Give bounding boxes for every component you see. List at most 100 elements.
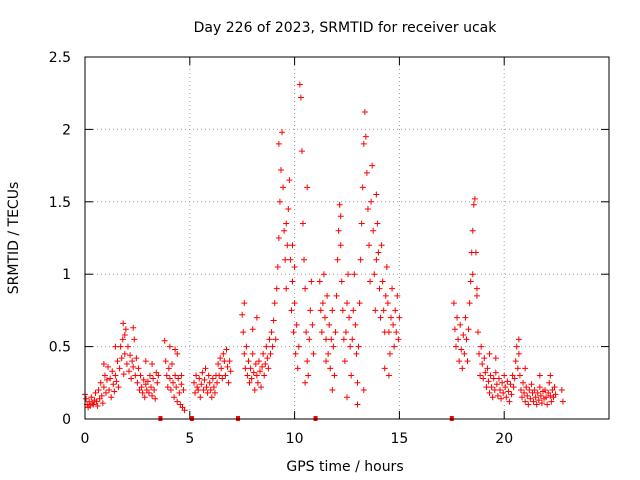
data-point: [372, 307, 379, 314]
data-point: [211, 389, 218, 396]
data-point: [285, 206, 292, 213]
data-point: [478, 343, 485, 350]
data-point: [140, 376, 147, 383]
data-point: [514, 365, 521, 372]
data-point: [105, 363, 112, 370]
data-point: [131, 336, 138, 343]
data-point: [542, 387, 549, 394]
data-point: [252, 360, 259, 367]
data-point: [497, 387, 504, 394]
data-point: [537, 392, 544, 399]
x-tick-label: 15: [390, 431, 408, 447]
data-point: [180, 387, 187, 394]
data-point: [121, 332, 128, 339]
data-point: [112, 372, 119, 379]
data-point: [132, 372, 139, 379]
data-point: [375, 249, 382, 256]
data-point: [459, 365, 466, 372]
data-point: [491, 387, 498, 394]
data-point: [225, 379, 232, 386]
data-point: [174, 350, 181, 357]
data-point: [220, 350, 227, 357]
data-point: [552, 391, 559, 398]
data-point: [112, 343, 119, 350]
data-point: [522, 398, 529, 405]
data-point: [458, 346, 465, 353]
data-point: [318, 329, 325, 336]
data-point: [115, 384, 122, 391]
grid: [85, 57, 609, 419]
data-point: [205, 372, 212, 379]
data-point: [386, 350, 393, 357]
data-point: [502, 384, 509, 391]
data-point: [360, 387, 367, 394]
data-point: [384, 300, 391, 307]
data-point: [383, 263, 390, 270]
data-point: [280, 184, 287, 191]
data-point: [493, 381, 500, 388]
data-point: [472, 249, 479, 256]
data-point: [373, 256, 380, 263]
data-point: [161, 337, 168, 344]
data-point: [360, 140, 367, 147]
data-point: [207, 387, 214, 394]
data-point: [535, 397, 542, 404]
data-point: [490, 375, 497, 382]
data-point: [109, 368, 116, 375]
data-point: [501, 372, 508, 379]
data-point: [273, 285, 280, 292]
data-point: [178, 381, 185, 388]
data-point: [469, 271, 476, 278]
data-point: [374, 220, 381, 227]
data-point: [108, 394, 115, 401]
data-point: [289, 278, 296, 285]
data-point: [145, 389, 152, 396]
data-point: [107, 375, 114, 382]
data-point: [495, 375, 502, 382]
data-point: [222, 372, 229, 379]
data-point: [130, 363, 137, 370]
data-point: [350, 307, 357, 314]
data-point: [137, 372, 144, 379]
data-point: [102, 389, 109, 396]
data-point: [304, 184, 311, 191]
data-point: [344, 300, 350, 307]
data-point: [380, 307, 387, 314]
data-point: [492, 355, 499, 362]
data-point: [327, 365, 334, 372]
data-point: [259, 363, 266, 370]
data-point: [511, 375, 518, 382]
data-point: [253, 372, 260, 379]
data-point: [500, 389, 507, 396]
data-point: [363, 169, 370, 176]
y-tick-label: 1: [62, 267, 71, 283]
data-point: [538, 400, 545, 407]
data-point: [201, 376, 208, 383]
data-point: [480, 375, 487, 382]
x-tick-label: 10: [286, 431, 304, 447]
data-point: [162, 358, 169, 365]
data-point: [95, 387, 102, 394]
data-point: [124, 343, 131, 350]
data-point: [483, 384, 490, 391]
data-point: [513, 343, 520, 350]
data-point: [531, 387, 538, 394]
data-point: [282, 256, 289, 263]
data-point: [289, 242, 296, 249]
data-point: [451, 326, 458, 333]
data-point: [92, 389, 99, 396]
data-point: [498, 395, 505, 402]
data-point: [208, 394, 215, 401]
data-point: [146, 372, 153, 379]
data-point: [275, 140, 282, 147]
data-point: [487, 372, 494, 379]
data-point: [361, 109, 368, 116]
data-point: [345, 271, 352, 278]
data-point: [462, 314, 469, 321]
data-point: [301, 256, 308, 263]
data-point: [118, 355, 125, 362]
data-point: [317, 307, 324, 314]
data-point: [464, 358, 471, 365]
data-point: [355, 343, 362, 350]
